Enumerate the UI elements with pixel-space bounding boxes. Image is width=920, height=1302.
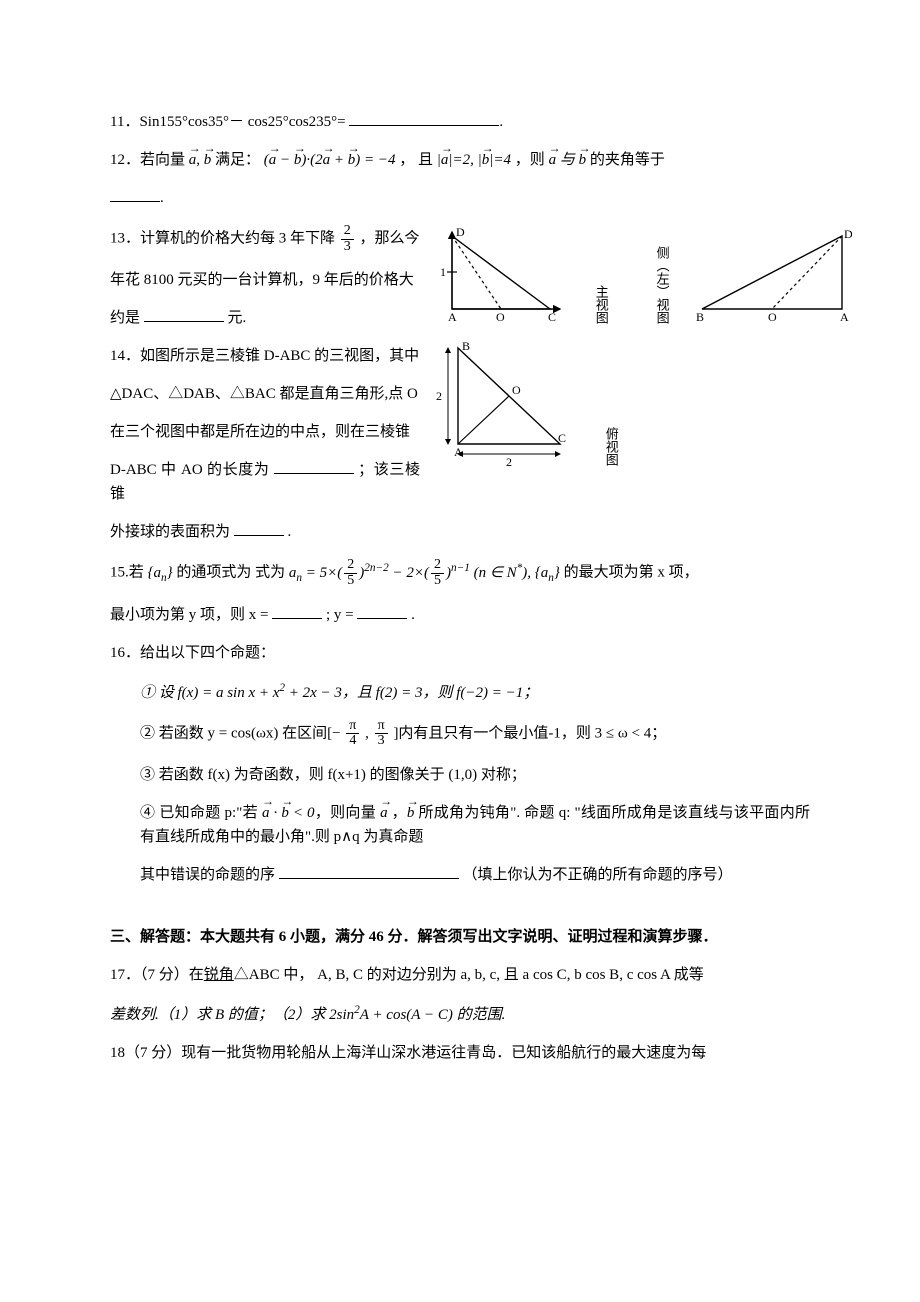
q15-seq2: {an} xyxy=(535,565,560,581)
q11-blank xyxy=(349,110,499,126)
q12-blank xyxy=(110,186,160,202)
q12-prefix: 12．若向量 xyxy=(110,152,189,168)
q15-b: 的通项式为 式为 xyxy=(176,565,285,581)
q14-l4a: D-ABC 中 AO 的长度为 xyxy=(110,462,269,478)
q12-mid2: ， 且 xyxy=(399,152,437,168)
svg-text:B: B xyxy=(462,339,470,353)
q16-p1: ① 设 f(x) = a sin x + x2 + 2x − 3，且 f(2) … xyxy=(110,679,810,705)
q15-blank-y xyxy=(357,603,407,619)
q13-l3b: 元. xyxy=(228,310,247,326)
q12-blank-line: . xyxy=(110,186,810,210)
q12-expr: (a − b)·(2a + b) = −4 xyxy=(264,152,396,168)
q15-d: 最小项为第 y 项，则 x = xyxy=(110,607,272,623)
main-view-label: 主视图 xyxy=(590,285,611,324)
svg-text:C: C xyxy=(558,431,566,445)
vec-ab2: a 与 b xyxy=(549,152,587,168)
q14-l5b: . xyxy=(288,524,292,540)
svg-text:C: C xyxy=(548,310,556,324)
side-view-label: 侧（左）视图 xyxy=(651,246,672,324)
q16-tail-a: 其中错误的命题的序 xyxy=(140,867,275,883)
q16-tail-b: （填上你认为不正确的所有命题的序号） xyxy=(463,867,733,883)
svg-text:A: A xyxy=(448,310,457,324)
q17-b: △ABC 中， A, B, C 的对边分别为 a, b, c, 且 a cos … xyxy=(234,967,704,983)
q16-p2: ② 若函数 y = cos(ωx) 在区间[− π4 , π3 ]内有且只有一个… xyxy=(110,719,810,749)
q13-frac: 23 xyxy=(341,224,354,254)
q15-seq1: {an} xyxy=(148,565,173,581)
spacer xyxy=(110,901,810,911)
q15-a: 15.若 xyxy=(110,565,144,581)
q13-l1b: ，那么今 xyxy=(360,231,420,247)
three-view-figures: 1 D A O C 主视图 侧（左）视图 D B O A xyxy=(430,224,810,478)
q15-frac1: 25 xyxy=(344,558,357,588)
q12-mid3: ，则 xyxy=(515,152,549,168)
q16-blank xyxy=(279,863,459,879)
q12-mid1: 满足： xyxy=(215,152,260,168)
main-view-fig: 1 D A O C xyxy=(430,224,570,324)
q17-l2: 差数列.（1）求 B 的值；（2）求 2sin2A + cos(A − C) 的… xyxy=(110,1001,810,1027)
q15-blank-x xyxy=(272,603,322,619)
q13-blank xyxy=(144,306,224,322)
section3-head: 三、解答题：本大题共有 6 小题，满分 46 分．解答须写出文字说明、证明过程和… xyxy=(110,925,810,949)
q16-p4: ④ 已知命题 p:"若 a · b < 0，则向量 a ，b 所成角为钝角". … xyxy=(110,801,810,849)
q15-l2: 最小项为第 y 项，则 x = ; y = . xyxy=(110,603,810,627)
q17-l1: 17．（7 分）在锐角△ABC 中， A, B, C 的对边分别为 a, b, … xyxy=(110,963,810,987)
svg-text:B: B xyxy=(696,310,704,324)
svg-text:O: O xyxy=(512,383,521,397)
top-view-label: 俯视图 xyxy=(600,427,621,466)
q15-frac2: 25 xyxy=(431,558,444,588)
svg-text:O: O xyxy=(496,310,505,324)
side-view-fig: D B O A xyxy=(692,224,852,324)
q11: 11．Sin155°cos35°－ cos25°cos235°= . xyxy=(110,110,810,134)
q13-l1a: 13．计算机的价格大约每 3 年下降 xyxy=(110,231,335,247)
svg-text:D: D xyxy=(456,225,465,239)
svg-text:1: 1 xyxy=(440,265,446,279)
top-view-fig: 2 2 B A O C xyxy=(430,336,580,466)
svg-text:A: A xyxy=(840,310,849,324)
q11-text: 11．Sin155°cos35°－ cos25°cos235°= xyxy=(110,114,346,130)
q15-l1: 15.若 {an} 的通项式为 式为 an = 5×(25)2n−2 − 2×(… xyxy=(110,558,810,588)
q15-f: . xyxy=(411,607,415,623)
q15-formula: an = 5×( xyxy=(289,565,342,581)
q13-l3a: 约是 xyxy=(110,310,144,326)
q17-a: 17．（7 分）在 xyxy=(110,967,204,983)
q16-p2c: ]内有且只有一个最小值-1，则 3 ≤ ω < 4； xyxy=(393,725,666,741)
q18: 18（7 分）现有一批货物用轮船从上海洋山深水港运往青岛．已知该船航行的最大速度… xyxy=(110,1041,810,1065)
q16-p2a: ② 若函数 y = cos(ωx) 在区间[− xyxy=(140,725,341,741)
svg-text:O: O xyxy=(768,310,777,324)
svg-text:2: 2 xyxy=(506,455,512,466)
q16-p2b: , xyxy=(365,725,373,741)
q16-head: 16．给出以下四个命题： xyxy=(110,641,810,665)
q17-u: 锐角 xyxy=(204,967,234,983)
q12-tail: 的夹角等于 xyxy=(590,152,665,168)
q15-c: 的最大项为第 x 项， xyxy=(564,565,699,581)
q16-p2f2: π3 xyxy=(375,719,388,749)
q16-p2f1: π4 xyxy=(346,719,359,749)
q16-tail: 其中错误的命题的序 （填上你认为不正确的所有命题的序号） xyxy=(110,863,810,887)
q16-p3: ③ 若函数 f(x) 为奇函数，则 f(x+1) 的图像关于 (1,0) 对称； xyxy=(110,763,810,787)
q14-l5: 外接球的表面积为 . xyxy=(110,520,810,544)
svg-text:D: D xyxy=(844,227,852,241)
vec-a: a, b xyxy=(189,152,212,168)
q15-e: ; y = xyxy=(326,607,357,623)
svg-text:2: 2 xyxy=(436,389,442,403)
q14-l5a: 外接球的表面积为 xyxy=(110,524,230,540)
q12-cond: |a|=2, |b|=4 xyxy=(437,152,511,168)
q12: 12．若向量 a, b 满足： (a − b)·(2a + b) = −4 ， … xyxy=(110,148,810,172)
q14-blank1 xyxy=(274,458,354,474)
q14-blank2 xyxy=(234,520,284,536)
svg-text:A: A xyxy=(454,445,463,459)
